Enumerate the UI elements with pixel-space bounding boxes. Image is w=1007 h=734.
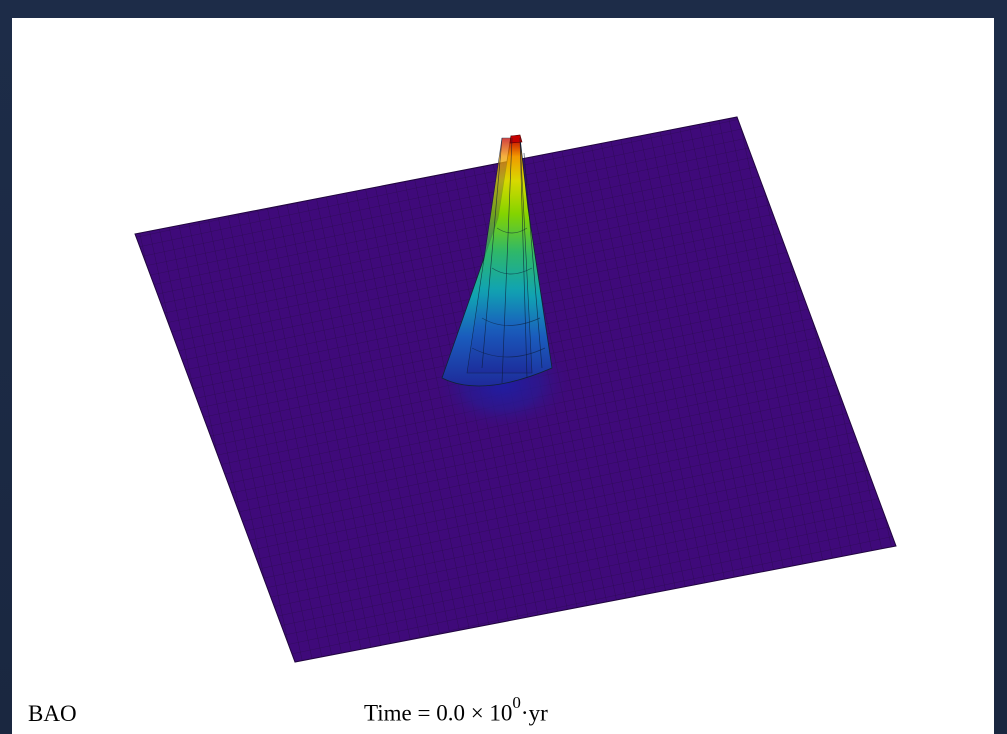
time-unit: ·yr — [520, 700, 548, 726]
peak — [441, 134, 553, 387]
surface-plot — [134, 116, 897, 663]
time-exponent: 0 — [512, 693, 521, 712]
plot-canvas: BAO Time = 0.0 × 100·yr — [12, 18, 994, 734]
time-prefix: Time = 0.0 × 10 — [364, 700, 513, 726]
time-readout: Time = 0.0 × 100·yr — [364, 694, 548, 726]
figure-label: BAO — [28, 701, 77, 726]
